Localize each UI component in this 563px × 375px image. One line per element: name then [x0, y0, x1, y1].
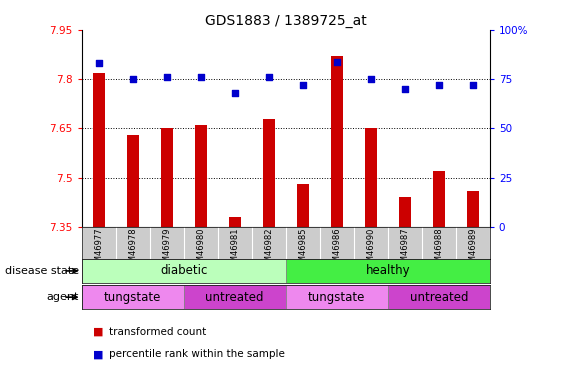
Bar: [365, 128, 377, 227]
Point: [400, 86, 409, 92]
Text: GSM46979: GSM46979: [162, 228, 171, 273]
Text: transformed count: transformed count: [109, 327, 206, 337]
Bar: [399, 197, 411, 227]
Title: GDS1883 / 1389725_at: GDS1883 / 1389725_at: [205, 13, 367, 28]
Point: [128, 76, 137, 82]
Bar: [285, 285, 388, 309]
Bar: [195, 125, 207, 227]
Bar: [263, 118, 275, 227]
Text: ■: ■: [93, 327, 104, 337]
Point: [468, 82, 477, 88]
Point: [264, 74, 273, 80]
Bar: [127, 135, 138, 227]
Text: untreated: untreated: [409, 291, 468, 304]
Bar: [82, 259, 285, 283]
Text: GSM46982: GSM46982: [264, 228, 273, 273]
Point: [332, 58, 341, 64]
Text: GSM46980: GSM46980: [196, 228, 205, 273]
Bar: [467, 191, 479, 227]
Bar: [184, 285, 285, 309]
Bar: [93, 73, 105, 227]
Bar: [331, 56, 343, 227]
Point: [230, 90, 239, 96]
Text: GSM46988: GSM46988: [434, 228, 443, 273]
Text: diabetic: diabetic: [160, 264, 207, 278]
Text: GSM46985: GSM46985: [298, 228, 307, 273]
Text: GSM46987: GSM46987: [400, 228, 409, 273]
Text: GSM46977: GSM46977: [94, 228, 103, 273]
Bar: [433, 171, 445, 227]
Point: [367, 76, 376, 82]
Text: tungstate: tungstate: [308, 291, 365, 304]
Text: GSM46986: GSM46986: [332, 228, 341, 273]
Bar: [82, 285, 184, 309]
Text: GSM46990: GSM46990: [367, 228, 376, 273]
Text: healthy: healthy: [365, 264, 410, 278]
Text: untreated: untreated: [205, 291, 264, 304]
Bar: [160, 128, 173, 227]
Bar: [285, 259, 490, 283]
Bar: [297, 184, 309, 227]
Bar: [388, 285, 490, 309]
Point: [94, 60, 103, 66]
Text: disease state: disease state: [5, 266, 79, 276]
Text: GSM46989: GSM46989: [468, 228, 477, 273]
Point: [196, 74, 205, 80]
Point: [298, 82, 307, 88]
Text: ■: ■: [93, 350, 104, 359]
Text: agent: agent: [46, 292, 79, 302]
Text: percentile rank within the sample: percentile rank within the sample: [109, 350, 284, 359]
Text: tungstate: tungstate: [104, 291, 162, 304]
Point: [162, 74, 171, 80]
Point: [434, 82, 443, 88]
Text: GSM46981: GSM46981: [230, 228, 239, 273]
Text: GSM46978: GSM46978: [128, 228, 137, 273]
Bar: [229, 217, 240, 227]
